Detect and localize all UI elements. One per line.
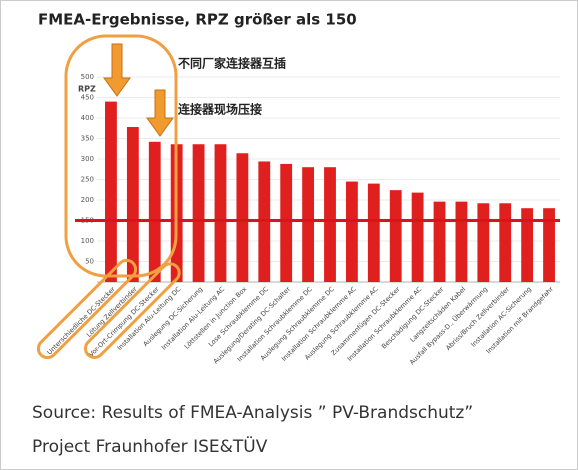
bar: [433, 201, 446, 282]
bar: [367, 183, 380, 282]
bar: [105, 101, 117, 282]
y-axis-label: RPZ: [78, 85, 96, 94]
highlight-ellipse: [84, 262, 181, 359]
bar: [324, 167, 336, 282]
chart-title: FMEA-Ergebnisse, RPZ größer als 150: [38, 11, 357, 29]
y-tick-label: 400: [81, 114, 94, 122]
y-tick-label: 50: [85, 258, 94, 266]
bar: [477, 203, 490, 282]
bar: [192, 144, 205, 282]
highlights: [36, 34, 181, 360]
y-tick-label: 500: [81, 73, 94, 81]
bar: [543, 208, 555, 282]
arrow: [103, 43, 131, 97]
y-tick-label: 100: [81, 237, 94, 245]
source-line: Source: Results of FMEA-Analysis ” PV-Br…: [32, 403, 473, 423]
bar: [214, 144, 227, 282]
bar: [148, 141, 161, 282]
y-tick-label: 200: [81, 196, 94, 204]
y-tick-label: 350: [81, 135, 94, 143]
highlight-ellipse: [36, 258, 138, 360]
arrows: [103, 43, 174, 137]
bar: [389, 190, 402, 282]
bar: [521, 208, 534, 282]
annotation: 不同厂家连接器互插: [178, 56, 286, 71]
y-tick-label: 300: [81, 155, 94, 163]
bar: [499, 203, 512, 282]
bar: [345, 181, 358, 282]
bar: [126, 127, 139, 283]
source-line: Project Fraunhofer ISE&TÜV: [32, 435, 268, 457]
plot: 50100150200250300350400450500Unterschied…: [45, 73, 560, 366]
y-tick-label: 250: [81, 176, 94, 184]
annotation: 连接器现场压接: [178, 102, 262, 117]
bar: [411, 192, 424, 282]
bar: [236, 153, 249, 282]
bar: [280, 163, 293, 282]
highlight-ellipse: [64, 34, 178, 278]
arrow: [146, 89, 174, 137]
bar: [302, 167, 315, 282]
y-tick-label: 450: [81, 94, 94, 102]
bar: [455, 201, 468, 282]
